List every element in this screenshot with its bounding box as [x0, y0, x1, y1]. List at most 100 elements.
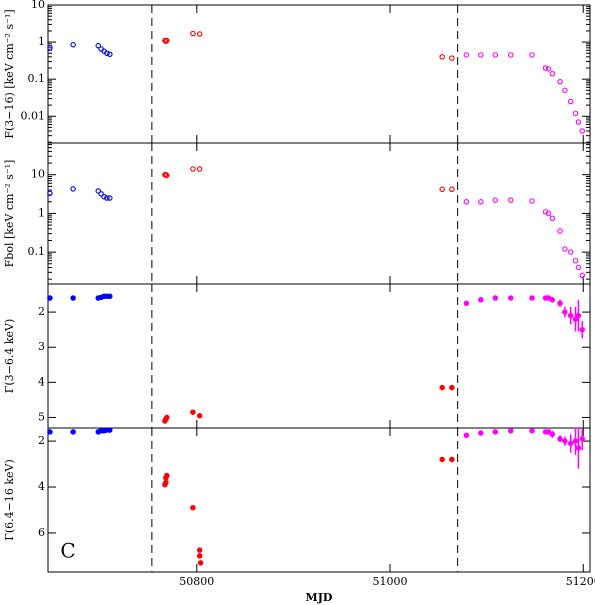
data-point	[164, 37, 170, 44]
x-axis-label: MJD	[306, 591, 333, 604]
data-point	[163, 479, 169, 486]
data-point	[196, 166, 203, 172]
data-point	[478, 297, 484, 303]
data-point	[164, 472, 170, 479]
data-point	[492, 429, 499, 435]
data-point	[562, 438, 568, 444]
data-point	[508, 295, 514, 301]
data-point	[549, 431, 556, 437]
data-point	[190, 30, 196, 37]
y-tick-label: 6	[38, 526, 45, 539]
data-point	[70, 295, 76, 301]
data-point	[492, 295, 499, 301]
data-point	[557, 228, 563, 234]
data-point	[575, 264, 582, 271]
data-point	[562, 309, 568, 315]
data-point	[572, 438, 579, 444]
data-point	[463, 52, 470, 58]
data-point	[529, 428, 535, 434]
y-tick-label: 0.1	[28, 72, 46, 85]
panel-frame	[47, 283, 591, 429]
data-point	[508, 428, 514, 434]
data-point	[492, 52, 499, 58]
data-point	[104, 195, 110, 201]
data-point	[439, 186, 445, 193]
data-point	[575, 312, 582, 319]
data-point	[478, 430, 484, 436]
y-tick-label: 4	[38, 375, 45, 388]
data-point	[47, 190, 53, 197]
x-tick-label: 51000	[373, 575, 408, 588]
data-point	[196, 547, 203, 553]
data-point	[575, 445, 582, 451]
data-point	[449, 55, 455, 61]
data-point	[557, 79, 563, 85]
data-point	[567, 98, 574, 105]
data-point	[439, 54, 445, 60]
data-point	[47, 45, 53, 51]
annotation: C	[60, 539, 75, 563]
data-point	[478, 52, 484, 58]
data-point	[107, 427, 113, 433]
data-point	[579, 128, 586, 134]
data-point	[47, 429, 53, 435]
y-tick-label: 10	[31, 0, 45, 11]
y-tick-label: 3	[38, 340, 45, 353]
data-point	[529, 295, 535, 301]
data-point	[196, 553, 203, 559]
data-point	[508, 197, 514, 203]
panel-frame	[47, 427, 591, 573]
data-point	[542, 65, 549, 71]
data-point	[557, 300, 563, 307]
data-point	[529, 198, 535, 204]
data-point	[463, 432, 470, 439]
data-point	[70, 186, 76, 192]
x-tick-label: 51200	[566, 575, 595, 588]
data-point	[196, 31, 203, 37]
y-tick-label: 5	[38, 410, 45, 423]
y-tick-label: 0.01	[21, 109, 46, 122]
data-point	[107, 51, 113, 57]
data-point	[508, 52, 514, 58]
data-point	[492, 197, 499, 203]
data-point	[572, 257, 579, 264]
data-point	[549, 215, 556, 222]
data-point	[449, 384, 455, 391]
data-point	[449, 456, 455, 463]
data-point	[579, 436, 586, 442]
data-point	[545, 429, 552, 435]
data-point	[562, 87, 568, 94]
data-point	[101, 193, 107, 200]
data-point	[562, 246, 568, 252]
data-point	[579, 326, 586, 333]
data-point	[47, 295, 53, 301]
data-point	[190, 409, 196, 415]
data-point	[197, 560, 204, 566]
data-point	[164, 414, 170, 421]
data-point	[164, 172, 170, 179]
data-point	[107, 195, 113, 201]
data-point	[449, 186, 455, 193]
data-point	[163, 171, 169, 178]
data-point	[545, 66, 552, 72]
y-axis-label: Fbol [keV cm⁻² s⁻¹]	[3, 160, 16, 268]
data-point	[545, 210, 552, 217]
x-tick-label: 50800	[179, 575, 214, 588]
data-point	[463, 199, 470, 205]
panel-frame	[47, 4, 591, 144]
y-axis-label: F(3−16) [keV cm⁻² s⁻¹]	[3, 9, 16, 138]
data-point	[104, 50, 110, 56]
panel-frame	[47, 142, 591, 285]
data-point	[190, 166, 196, 172]
data-point	[557, 436, 563, 442]
data-point	[579, 272, 586, 279]
data-point	[70, 429, 76, 435]
y-tick-label: 2	[38, 305, 45, 318]
data-point	[529, 52, 535, 58]
data-point	[567, 312, 574, 319]
data-point	[478, 199, 484, 205]
y-axis-label: Γ(6.4−16 keV)	[3, 459, 16, 541]
y-tick-label: 0.1	[28, 245, 46, 258]
